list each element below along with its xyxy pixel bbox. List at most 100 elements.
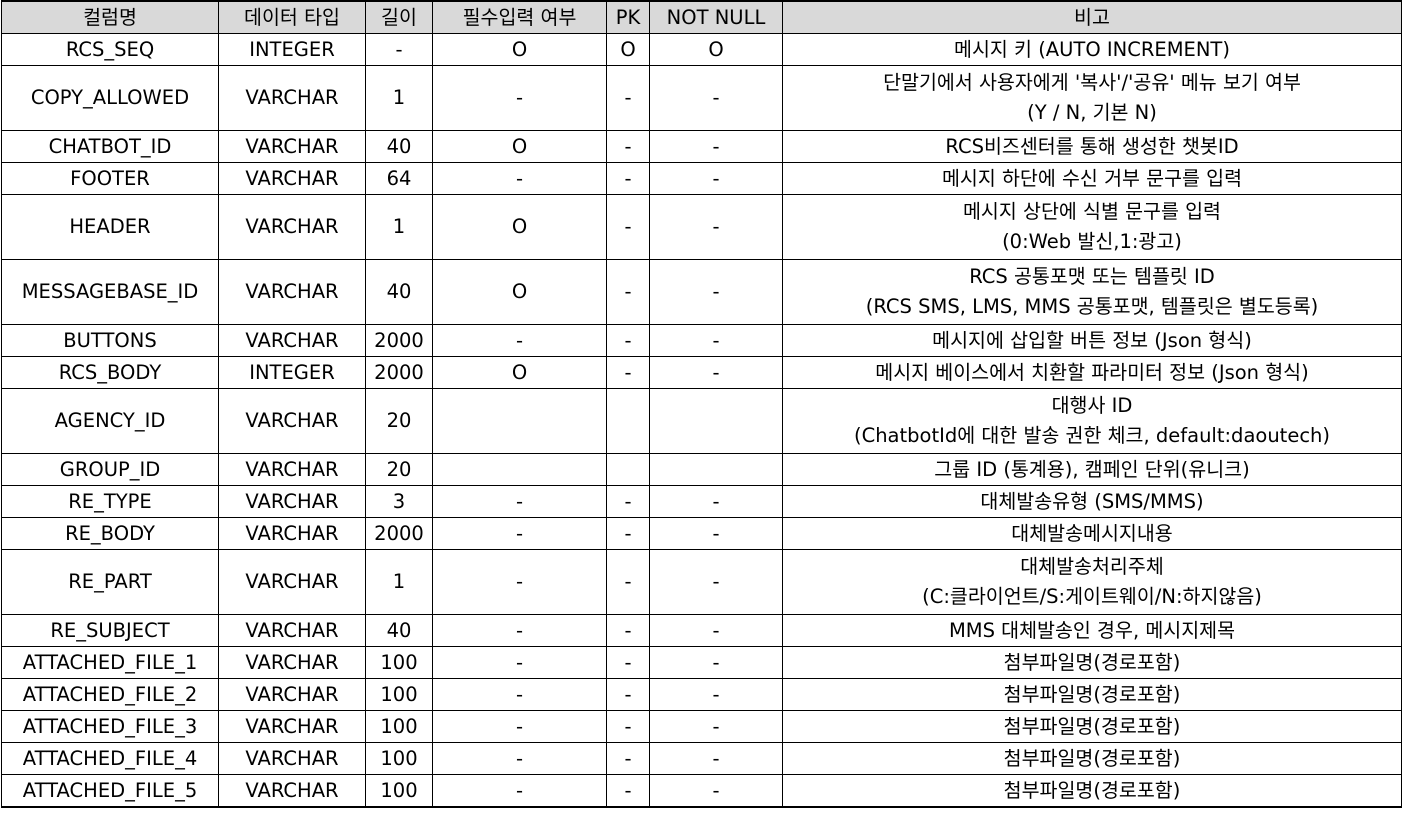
cell-required: - [432, 65, 607, 131]
cell-required [432, 453, 607, 486]
cell-data-type: VARCHAR [218, 742, 366, 775]
table-body: RCS_SEQ INTEGER - O O O 메시지 키 (AUTO INCREMENT)… [1, 33, 1402, 808]
cell-required: O [432, 356, 607, 389]
table-row: RE_PART VARCHAR 1- - - 대체발송처리주체 (C:클라이언트/S:게이트… [1, 549, 1402, 615]
cell-not-null: - [649, 710, 783, 743]
cell-not-null: - [649, 646, 783, 679]
cell-remarks: 대체발송메시지내용 [782, 517, 1402, 550]
table-row: RCS_SEQ INTEGER - O O O 메시지 키 (AUTO INCREMENT) [1, 33, 1402, 66]
cell-pk: - [606, 517, 650, 550]
cell-pk: - [606, 485, 650, 518]
table-row: MESSAGEBASE_ID VARCHAR 40 O - - RCS 공통포맷 또는 템플… [1, 259, 1402, 325]
cell-pk: O [606, 33, 650, 66]
cell-length: 20 [365, 388, 433, 454]
cell-remarks: 그룹 ID (통계용), 캠페인 단위(유니크) [782, 453, 1402, 486]
cell-remarks: 메시지 상단에 식별 문구를 입력 (0:Web 발신,1:광고) [782, 194, 1402, 260]
cell-pk: - [606, 162, 650, 195]
cell-column-name: RE_SUBJECT [1, 614, 219, 647]
cell-data-type: VARCHAR [218, 774, 366, 808]
cell-not-null [649, 453, 783, 486]
cell-remarks: 첨부파일명(경로포함) [782, 646, 1402, 679]
cell-not-null: - [649, 259, 783, 325]
cell-remarks: 메시지 키 (AUTO INCREMENT) [782, 33, 1402, 66]
cell-pk: - [606, 324, 650, 357]
cell-column-name: ATTACHED_FILE_3 [1, 710, 219, 743]
cell-data-type: VARCHAR [218, 65, 366, 131]
cell-data-type: VARCHAR [218, 678, 366, 711]
remarks-line: (0:Web 발신,1:광고) [1002, 230, 1182, 253]
table-row: ATTACHED_FILE_5 VARCHAR 100- - - 첨부파일명(경로포함) [1, 774, 1402, 808]
cell-pk: - [606, 259, 650, 325]
column-header-required: 필수입력 여부 [432, 0, 607, 34]
cell-column-name: ATTACHED_FILE_2 [1, 678, 219, 711]
cell-data-type: VARCHAR [218, 324, 366, 357]
cell-not-null: O [649, 33, 783, 66]
cell-length: 3 [365, 485, 433, 518]
column-header-pk: PK [606, 0, 650, 34]
cell-data-type: INTEGER [218, 33, 366, 66]
cell-column-name: HEADER [1, 194, 219, 260]
cell-length: 100 [365, 646, 433, 679]
cell-column-name: RE_TYPE [1, 485, 219, 518]
remarks-line: (C:클라이언트/S:게이트웨이/N:하지않음) [922, 585, 1262, 608]
cell-remarks: 첨부파일명(경로포함) [782, 678, 1402, 711]
cell-length: - [365, 33, 433, 66]
cell-remarks: 첨부파일명(경로포함) [782, 742, 1402, 775]
cell-required: - [432, 517, 607, 550]
remarks-line: 대행사 ID [1051, 394, 1133, 417]
cell-data-type: VARCHAR [218, 646, 366, 679]
cell-not-null: - [649, 678, 783, 711]
cell-not-null: - [649, 774, 783, 808]
table-row: FOOTER VARCHAR 64- - - 메시지 하단에 수신 거부 문구를 입력 [1, 162, 1402, 195]
cell-length: 40 [365, 259, 433, 325]
cell-column-name: FOOTER [1, 162, 219, 195]
remarks-line: (Y / N, 기본 N) [1027, 101, 1157, 124]
cell-column-name: COPY_ALLOWED [1, 65, 219, 131]
cell-required: - [432, 774, 607, 808]
table-row: CHATBOT_ID VARCHAR 40 O - - RCS비즈센터를 통해 생성한 챗봇… [1, 130, 1402, 163]
cell-data-type: VARCHAR [218, 162, 366, 195]
cell-required: - [432, 549, 607, 615]
remarks-line: 메시지 하단에 수신 거부 문구를 입력 [941, 166, 1243, 190]
remarks-line: 메시지 상단에 식별 문구를 입력 [962, 200, 1221, 223]
cell-column-name: ATTACHED_FILE_1 [1, 646, 219, 679]
cell-data-type: VARCHAR [218, 517, 366, 550]
cell-required: - [432, 710, 607, 743]
remarks-line: (RCS SMS, LMS, MMS 공통포맷, 템플릿은 별도등록) [865, 295, 1319, 318]
cell-column-name: RE_BODY [1, 517, 219, 550]
cell-pk: - [606, 742, 650, 775]
cell-pk: - [606, 130, 650, 163]
cell-data-type: VARCHAR [218, 614, 366, 647]
column-header-name: 컬럼명 [1, 0, 219, 34]
cell-column-name: AGENCY_ID [1, 388, 219, 454]
cell-remarks: 메시지 하단에 수신 거부 문구를 입력 [782, 162, 1402, 195]
cell-column-name: RCS_SEQ [1, 33, 219, 66]
cell-remarks: 메시지에 삽입할 버튼 정보 (Json 형식) [782, 324, 1402, 357]
cell-column-name: RCS_BODY [1, 356, 219, 389]
remarks-line: 첨부파일명(경로포함) [1003, 746, 1181, 770]
cell-not-null: - [649, 324, 783, 357]
cell-length: 100 [365, 710, 433, 743]
cell-not-null: - [649, 194, 783, 260]
cell-required: - [432, 324, 607, 357]
cell-data-type: VARCHAR [218, 259, 366, 325]
remarks-line: 대체발송메시지내용 [1011, 521, 1173, 545]
cell-not-null: - [649, 549, 783, 615]
cell-column-name: ATTACHED_FILE_4 [1, 742, 219, 775]
table-row: RE_BODY VARCHAR 2000- - - 대체발송메시지내용 [1, 517, 1402, 550]
cell-remarks: 메시지 베이스에서 치환할 파라미터 정보 (Json 형식) [782, 356, 1402, 389]
cell-remarks: 대체발송처리주체 (C:클라이언트/S:게이트웨이/N:하지않음) [782, 549, 1402, 615]
cell-remarks: MMS 대체발송인 경우, 메시지제목 [782, 614, 1402, 647]
remarks-line: 첨부파일명(경로포함) [1003, 714, 1181, 738]
table-row: ATTACHED_FILE_2 VARCHAR 100- - - 첨부파일명(경로포함) [1, 678, 1402, 711]
column-header-remarks: 비고 [782, 0, 1402, 34]
cell-column-name: CHATBOT_ID [1, 130, 219, 163]
cell-not-null: - [649, 614, 783, 647]
cell-pk [606, 388, 650, 454]
cell-data-type: VARCHAR [218, 388, 366, 454]
remarks-line: MMS 대체발송인 경우, 메시지제목 [948, 618, 1236, 642]
cell-length: 2000 [365, 324, 433, 357]
cell-required: - [432, 485, 607, 518]
remarks-line: 메시지에 삽입할 버튼 정보 (Json 형식) [932, 328, 1252, 352]
